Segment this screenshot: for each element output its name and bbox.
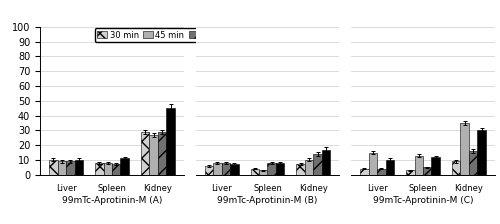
X-axis label: 99mTc-Aprotinin-M (C): 99mTc-Aprotinin-M (C) <box>373 196 474 205</box>
X-axis label: 99mTc-Aprotinin-M (A): 99mTc-Aprotinin-M (A) <box>62 196 162 205</box>
Bar <box>166 108 175 175</box>
Bar <box>305 160 314 175</box>
Bar <box>377 169 386 175</box>
Bar <box>141 132 150 175</box>
Bar <box>66 162 74 175</box>
Bar <box>460 123 469 175</box>
Bar <box>213 163 222 175</box>
Bar <box>104 163 112 175</box>
Bar <box>432 157 440 175</box>
Bar <box>452 162 460 175</box>
Bar <box>268 163 276 175</box>
Bar <box>296 164 305 175</box>
Bar <box>314 154 322 175</box>
Bar <box>112 164 120 175</box>
Bar <box>222 163 230 175</box>
Bar <box>120 158 129 175</box>
Legend: 30 min, 45 min, 60 min, 90 min: 30 min, 45 min, 60 min, 90 min <box>94 28 278 42</box>
Bar <box>58 162 66 175</box>
Bar <box>95 163 104 175</box>
Bar <box>322 150 330 175</box>
Bar <box>259 170 268 175</box>
Bar <box>360 169 368 175</box>
Bar <box>406 170 414 175</box>
Bar <box>469 151 478 175</box>
Bar <box>74 160 83 175</box>
Bar <box>276 163 284 175</box>
Bar <box>158 132 166 175</box>
Bar <box>230 164 238 175</box>
X-axis label: 99mTc-Aprotinin-M (B): 99mTc-Aprotinin-M (B) <box>218 196 318 205</box>
Bar <box>414 155 423 175</box>
Bar <box>386 160 394 175</box>
Bar <box>150 135 158 175</box>
Bar <box>423 167 432 175</box>
Bar <box>49 160 58 175</box>
Bar <box>204 166 213 175</box>
Bar <box>368 153 377 175</box>
Bar <box>250 169 259 175</box>
Bar <box>478 130 486 175</box>
